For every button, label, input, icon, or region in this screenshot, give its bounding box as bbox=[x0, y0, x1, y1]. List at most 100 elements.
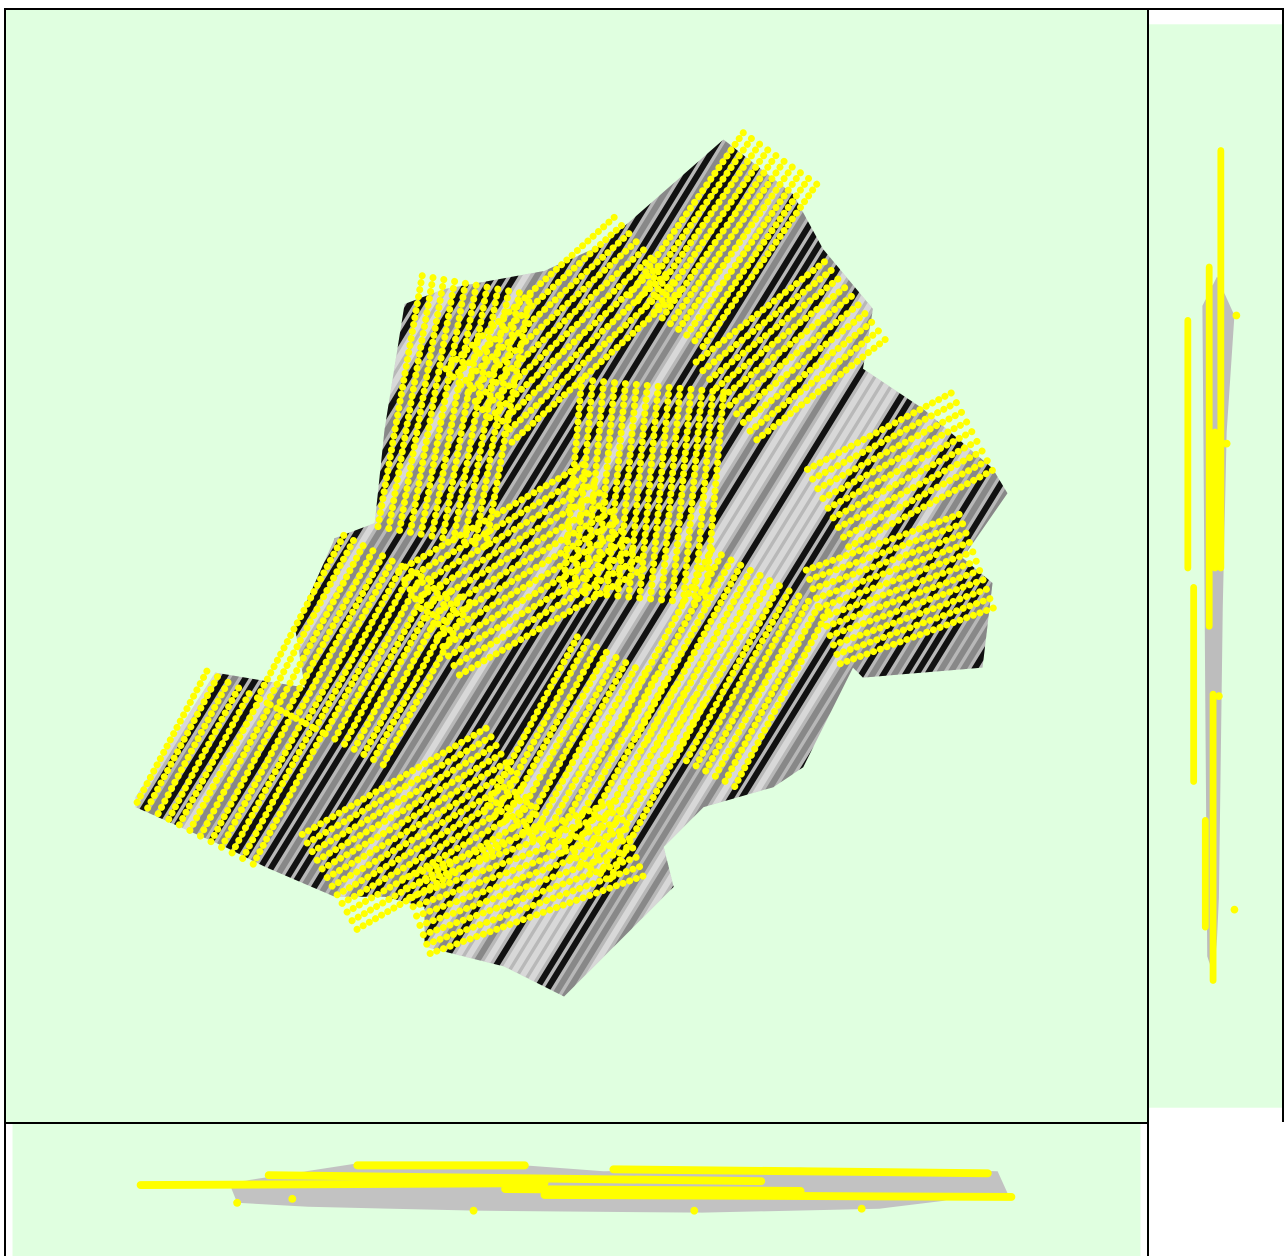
flight-line-points bbox=[712, 280, 854, 392]
flight-line-points bbox=[819, 555, 986, 621]
flight-line-points bbox=[455, 561, 653, 679]
flight-line-points bbox=[692, 254, 834, 366]
flight-line-points bbox=[333, 781, 531, 899]
flight-line-points bbox=[824, 425, 982, 512]
flight-line-points bbox=[559, 369, 586, 595]
flight-line-points bbox=[282, 542, 379, 717]
flight-line-points bbox=[144, 672, 222, 812]
flight-line-points bbox=[412, 485, 609, 603]
flight-line-points bbox=[650, 145, 772, 316]
flight-line-points bbox=[587, 689, 688, 872]
flight-line-points bbox=[802, 508, 969, 574]
flight-line-points bbox=[658, 377, 685, 604]
flight-line-points bbox=[196, 700, 275, 840]
coverage-stripe bbox=[505, 139, 1008, 997]
flight-line-points bbox=[175, 689, 253, 829]
flight-line-points bbox=[833, 592, 1000, 658]
flight-line-points bbox=[731, 607, 832, 790]
flight-line-points bbox=[353, 816, 551, 933]
flight-line-points bbox=[239, 723, 317, 863]
coverage-stripe bbox=[308, 139, 1008, 997]
front-point-line bbox=[609, 1165, 992, 1178]
flight-line-points bbox=[406, 476, 604, 594]
flight-line-points bbox=[596, 694, 698, 878]
flight-line-points bbox=[133, 666, 211, 806]
flight-line-points bbox=[464, 236, 642, 397]
flight-line-points bbox=[490, 637, 591, 821]
side-point bbox=[1230, 905, 1239, 914]
flight-line-points bbox=[165, 683, 243, 823]
flight-line-points bbox=[350, 578, 447, 753]
flight-line-points bbox=[647, 377, 674, 603]
flight-line-points bbox=[839, 454, 997, 541]
flight-line-points bbox=[416, 843, 639, 929]
flight-line-points bbox=[845, 463, 1002, 551]
flight-points-layer bbox=[133, 128, 1003, 958]
flight-line-points bbox=[154, 678, 232, 818]
side-view-canvas[interactable] bbox=[1149, 10, 1282, 1122]
flight-line-points bbox=[273, 537, 370, 712]
flight-line-points bbox=[538, 663, 640, 847]
flight-line-points bbox=[439, 279, 492, 542]
flight-line-points bbox=[471, 285, 524, 548]
flight-line-points bbox=[558, 673, 659, 857]
side-view-points bbox=[1184, 147, 1241, 984]
flight-line-points bbox=[829, 434, 987, 522]
flight-line-points bbox=[721, 601, 823, 785]
flight-line-points bbox=[323, 764, 521, 882]
flight-line-points bbox=[328, 773, 526, 890]
front-point-line bbox=[501, 1185, 805, 1195]
front-point bbox=[857, 1204, 866, 1213]
front-point bbox=[690, 1206, 699, 1215]
flight-line-points bbox=[253, 527, 350, 702]
flight-line-points bbox=[739, 314, 881, 427]
flight-line-points bbox=[548, 668, 650, 852]
flight-line-points bbox=[401, 466, 598, 584]
coverage-stripe bbox=[341, 139, 1008, 997]
flight-line-points bbox=[480, 632, 582, 816]
flight-line-points bbox=[529, 658, 630, 842]
top-view-canvas[interactable] bbox=[6, 10, 1147, 1122]
flight-line-points bbox=[417, 275, 470, 538]
flight-line-points bbox=[298, 721, 496, 838]
flight-line-points bbox=[834, 444, 992, 531]
front-point bbox=[288, 1194, 297, 1203]
flight-line-points bbox=[471, 244, 650, 405]
coverage-stripe bbox=[242, 139, 1008, 997]
flight-line-points bbox=[406, 273, 459, 536]
flight-line-points bbox=[302, 552, 399, 728]
front-view-panel[interactable] bbox=[4, 1122, 1149, 1256]
coverage-stripe bbox=[220, 139, 1008, 997]
front-view-points bbox=[136, 1161, 1016, 1215]
flight-line-points bbox=[682, 581, 784, 765]
flight-line-points bbox=[311, 558, 408, 733]
side-view-panel[interactable] bbox=[1147, 8, 1284, 1124]
flight-line-points bbox=[479, 252, 657, 414]
flight-line-points bbox=[691, 174, 813, 345]
front-view-canvas[interactable] bbox=[6, 1124, 1147, 1256]
flight-line-points bbox=[341, 573, 437, 748]
flight-line-points bbox=[690, 380, 717, 607]
flight-line-points bbox=[457, 228, 635, 389]
flight-line-points bbox=[313, 747, 511, 864]
flight-line-points bbox=[812, 536, 980, 602]
flight-line-points bbox=[826, 574, 993, 640]
flight-line-points bbox=[699, 179, 821, 351]
flight-line-points bbox=[439, 533, 637, 651]
side-point bbox=[1215, 692, 1223, 700]
top-view-panel[interactable] bbox=[4, 8, 1149, 1124]
flight-line-points bbox=[816, 546, 983, 612]
flight-line-points bbox=[806, 518, 973, 583]
flight-line-points bbox=[626, 128, 748, 299]
flight-line-points bbox=[746, 323, 888, 435]
flight-line-points bbox=[374, 267, 427, 531]
flight-line-points bbox=[603, 373, 630, 599]
flight-line-points bbox=[343, 798, 541, 916]
flight-line-points bbox=[417, 495, 615, 613]
flight-line-points bbox=[348, 807, 546, 925]
coverage-stripe bbox=[516, 139, 1008, 997]
flight-line-points bbox=[360, 583, 457, 758]
flight-line-points bbox=[428, 514, 626, 632]
flight-line-points bbox=[450, 552, 648, 669]
flight-line-points bbox=[706, 271, 847, 383]
